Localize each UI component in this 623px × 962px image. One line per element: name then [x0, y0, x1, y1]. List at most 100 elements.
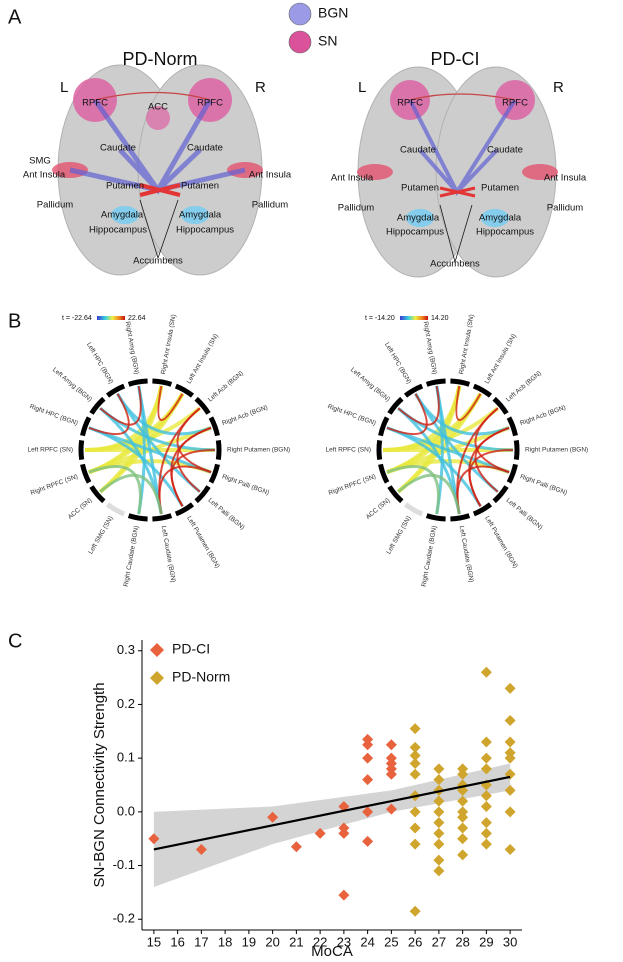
point	[338, 827, 350, 839]
node-arc	[105, 383, 126, 398]
x-tick-label: 15	[147, 934, 161, 949]
y-tick-label: 0.0	[117, 803, 135, 818]
node-arc	[425, 513, 446, 522]
node-label: Left Ant Insula (SN)	[186, 333, 220, 385]
node-label: Left Putamen (BGN)	[185, 515, 221, 570]
node-label: Left RPFC (SN)	[27, 447, 73, 454]
hemisphere-label: L	[358, 79, 366, 96]
region-label: ACC	[148, 102, 168, 113]
point	[480, 763, 492, 775]
y-axis-label: SN-BGN Connectivity Strength	[91, 682, 108, 887]
y-tick-label: 0.1	[117, 750, 135, 765]
region-label: Accumbens	[133, 256, 183, 267]
chord	[157, 385, 184, 421]
node-label: Left Ant Insula (SN)	[484, 333, 518, 385]
node-arc	[152, 513, 173, 522]
region-label: Ant Insula	[249, 170, 292, 181]
node-label: Right Caudate (BGN)	[123, 525, 141, 587]
node-arc	[208, 463, 220, 484]
chord	[414, 392, 510, 436]
hemisphere-label: L	[60, 79, 68, 96]
node-label: Left RPFC (SN)	[325, 447, 371, 454]
legend-label: SN	[318, 33, 337, 49]
region-label: Putamen	[401, 183, 439, 194]
point	[504, 736, 516, 748]
scale-min: t = -14.20	[365, 315, 395, 322]
node-label: Right Palli (BGN)	[221, 473, 270, 497]
node-label: Right Palli (BGN)	[519, 473, 568, 497]
node-arc	[403, 383, 424, 398]
point	[409, 758, 421, 770]
region-label: Pallidum	[338, 203, 375, 214]
point	[504, 752, 516, 764]
node-arc	[215, 440, 222, 460]
node-arc	[152, 378, 173, 387]
region-label: Accumbens	[430, 259, 480, 270]
point	[362, 774, 374, 786]
node-label: Right Amyg (BGN)	[124, 321, 140, 375]
point	[433, 774, 445, 786]
point	[433, 865, 445, 877]
point	[409, 806, 421, 818]
point	[457, 811, 469, 823]
point	[457, 822, 469, 834]
node-arc	[80, 463, 92, 484]
node-arc	[78, 440, 85, 460]
node-label: Left Palli (BGN)	[505, 497, 544, 531]
x-axis-label: MoCA	[311, 943, 353, 960]
node-arc	[506, 463, 518, 484]
node-label: ACC (SN)	[67, 497, 94, 521]
node-label: Right Putamen (BGN)	[525, 447, 588, 454]
node-label: Right RPFC (SN)	[30, 473, 79, 497]
region-label: RPFC	[197, 98, 223, 109]
point	[362, 752, 374, 764]
node-arc	[127, 513, 148, 522]
panel-label: C	[8, 630, 22, 652]
x-tick-label: 25	[384, 934, 398, 949]
node-arc	[208, 416, 220, 437]
color-scale	[400, 316, 428, 320]
point	[433, 806, 445, 818]
chord	[99, 473, 163, 515]
point	[480, 666, 492, 678]
point	[457, 833, 469, 845]
brain-left	[52, 64, 263, 276]
chord	[386, 465, 440, 515]
point	[433, 817, 445, 829]
node-arc	[387, 396, 404, 415]
y-tick-label: -0.1	[113, 857, 135, 872]
point	[457, 849, 469, 861]
node-label: Left HPC (BGN)	[383, 341, 412, 385]
scale-min: t = -22.64	[62, 315, 92, 322]
legend-label: BGN	[318, 5, 348, 21]
node-arc	[513, 440, 520, 460]
point	[480, 838, 492, 850]
point	[433, 795, 445, 807]
node-label: Right Ant Insula (SN)	[458, 314, 475, 375]
node-label: Left Acb (BGN)	[207, 370, 245, 403]
region-label: Hippocampus	[176, 225, 234, 236]
node-arc	[174, 383, 195, 398]
point	[409, 741, 421, 753]
node-arc	[89, 485, 106, 504]
chord	[468, 426, 510, 507]
point	[480, 800, 492, 812]
region-label: Pallidum	[252, 200, 289, 211]
node-arc	[492, 485, 509, 504]
node-label: Left Putamen (BGN)	[483, 515, 519, 570]
node-label: Right Ant Insula (SN)	[160, 314, 177, 375]
x-tick-label: 20	[265, 934, 279, 949]
point	[362, 835, 374, 847]
region-label: Putamen	[181, 181, 219, 192]
point	[504, 784, 516, 796]
region-label: Caudate	[100, 143, 136, 154]
region-label: Caudate	[187, 143, 223, 154]
region-label: Pallidum	[37, 200, 74, 211]
point	[338, 889, 350, 901]
legend-swatch	[288, 30, 312, 54]
fit-line	[153, 775, 511, 851]
node-arc	[403, 502, 424, 517]
region-label: Amygdala	[101, 210, 144, 221]
node-arc	[387, 485, 404, 504]
node-arc	[174, 502, 195, 517]
